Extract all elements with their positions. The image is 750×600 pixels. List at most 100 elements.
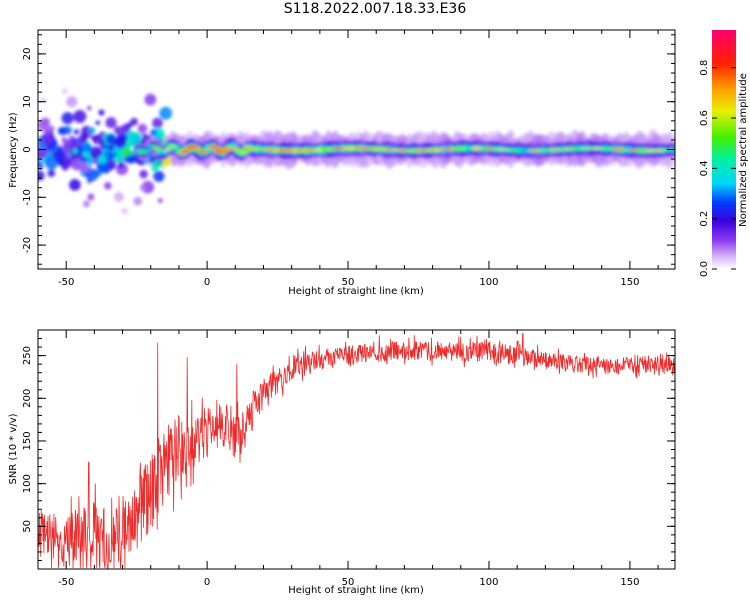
spectrogram-blob <box>98 109 105 116</box>
spectrogram-band <box>538 149 547 152</box>
snr-panel: -50 0 50 100 150 50 100 150 200 250 Height of str… <box>8 329 676 596</box>
colorbar-tick-label: 0.0 <box>699 261 710 277</box>
spectrogram-blob <box>100 138 105 144</box>
spectrogram-blob <box>141 180 155 194</box>
spectrogram-xtick-label: 50 <box>342 277 355 288</box>
spectrogram-marks <box>38 88 675 215</box>
spectrogram-band <box>210 147 221 150</box>
spectrogram-blob <box>47 169 56 178</box>
spectrogram-band <box>305 149 314 152</box>
snr-ytick-label: 150 <box>22 431 33 450</box>
spectrogram-blob <box>105 117 117 129</box>
spectrogram-band <box>603 147 615 150</box>
spectrogram-blob <box>75 139 82 146</box>
spectrogram-band <box>180 150 190 153</box>
spectrogram-band <box>348 147 357 150</box>
spectrogram-blob <box>137 123 148 134</box>
spectrogram-band <box>184 148 192 151</box>
spectrogram-band <box>471 147 483 150</box>
spectrogram-blob <box>61 164 69 171</box>
snr-series-line <box>38 332 675 569</box>
spectrogram-blob <box>73 129 80 135</box>
spectrogram-band <box>162 148 173 151</box>
spectrogram-xtick-label: -50 <box>58 277 74 288</box>
spectrogram-band <box>156 151 169 155</box>
spectrogram-blob <box>38 170 45 181</box>
colorbar-gradient <box>712 30 736 269</box>
spectrogram-xlabel: Height of straight line (km) <box>288 286 424 297</box>
spectrogram-blob <box>61 88 68 95</box>
spectrogram-axes: -50 0 50 100 150 -20 -10 0 10 20 <box>22 30 675 288</box>
colorbar-tick-label: 0.2 <box>699 211 710 227</box>
spectrogram-band <box>456 146 467 151</box>
spectrogram-band <box>629 149 639 152</box>
spectrogram-blob <box>97 155 107 165</box>
colorbar-tick-label: 0.6 <box>699 110 710 126</box>
spectrogram-blob <box>53 149 66 162</box>
spectrogram-ylabel: Frequency (Hz) <box>8 112 19 188</box>
spectrogram-blob <box>150 129 157 136</box>
colorbar: 0.0 0.2 0.4 0.6 0.8 Normalized spectral ampl… <box>699 30 749 277</box>
spectrogram-blob <box>117 132 128 143</box>
spectrogram-blob <box>87 106 92 111</box>
spectrogram-band <box>256 147 267 152</box>
snr-ytick-label: 250 <box>22 346 33 365</box>
spectrogram-blob <box>86 160 93 167</box>
spectrogram-ytick-label: -20 <box>22 237 33 253</box>
snr-xtick-label: 150 <box>620 577 639 588</box>
spectrogram-band <box>377 148 389 151</box>
spectrogram-blob <box>121 207 129 215</box>
spectrogram-band <box>444 148 454 151</box>
spectrogram-blob <box>104 182 112 190</box>
spectrogram-band <box>320 147 329 152</box>
spectrogram-blob <box>59 161 64 167</box>
spectrogram-blob <box>85 144 93 152</box>
spectrogram-blob <box>42 135 53 146</box>
spectrogram-blob <box>73 110 87 124</box>
snr-ylabel: SNR (10 * v/v) <box>8 413 19 484</box>
spectrogram-xtick-label: 0 <box>204 277 210 288</box>
spectrogram-band <box>151 147 163 150</box>
spectrogram-band <box>231 147 240 150</box>
spectrogram-xtick-label: 100 <box>479 277 498 288</box>
spectrogram-blob <box>62 140 74 151</box>
spectrogram-blob <box>72 148 79 155</box>
spectrogram-blob <box>142 133 148 140</box>
snr-frame <box>37 329 676 570</box>
spectrogram-blob <box>94 169 103 177</box>
spectrogram-blob <box>66 96 78 108</box>
spectrogram-band <box>217 151 229 154</box>
spectrogram-blob <box>153 159 161 167</box>
snr-xtick-label: 50 <box>342 577 355 588</box>
spectrogram-band <box>271 149 282 152</box>
spectrogram-band <box>484 147 495 150</box>
spectrogram-band <box>243 146 254 149</box>
spectrogram-band <box>594 147 603 150</box>
spectrogram-ytick-label: 20 <box>22 48 33 61</box>
spectrogram-blob <box>82 200 90 208</box>
spectrogram-blob <box>159 106 173 120</box>
colorbar-tick-label: 0.4 <box>699 160 710 176</box>
snr-ytick-label: 50 <box>22 520 33 533</box>
spectrogram-panel: -50 0 50 100 150 -20 -10 0 10 20 Height of straig… <box>8 29 676 297</box>
spectrogram-blob <box>129 139 137 146</box>
spectrogram-blob <box>61 112 74 125</box>
spectrogram-blob <box>82 151 88 156</box>
spectrogram-blob <box>89 146 103 160</box>
snr-xtick-label: 0 <box>204 577 210 588</box>
spectrogram-blob <box>153 170 165 182</box>
spectrogram-blob <box>152 117 163 129</box>
figure-title: S118.2022.007.18.33.E36 <box>283 1 467 17</box>
spectrogram-band <box>222 146 235 149</box>
spectrogram-blob <box>44 130 50 136</box>
spectrogram-band <box>503 148 512 151</box>
spectrogram-band <box>192 146 199 149</box>
spectrogram-blob <box>45 156 58 170</box>
snr-xtick-label: 100 <box>479 577 498 588</box>
spectrogram-blob <box>40 117 51 127</box>
colorbar-tick-label: 0.8 <box>699 60 710 76</box>
spectrogram-blob <box>113 126 123 135</box>
colorbar-axes: 0.0 0.2 0.4 0.6 0.8 <box>699 60 736 277</box>
spectrogram-band <box>142 149 152 152</box>
spectrogram-blobs <box>38 88 675 215</box>
